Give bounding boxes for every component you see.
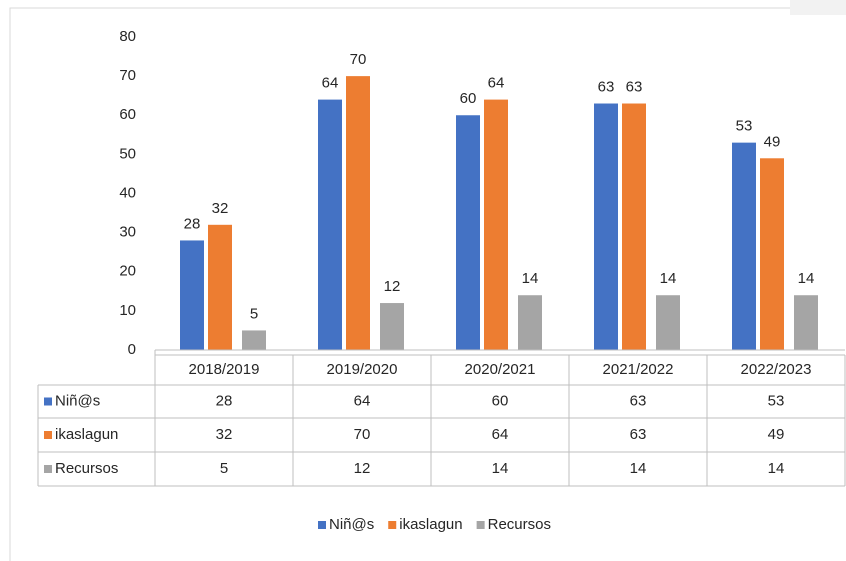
- data-label: 70: [350, 51, 367, 68]
- data-label: 60: [460, 90, 477, 107]
- data-label: 14: [522, 270, 539, 287]
- table-row-label: Recursos: [55, 460, 118, 477]
- y-tick-label: 10: [119, 302, 136, 319]
- data-label: 28: [184, 215, 201, 232]
- data-label: 63: [598, 78, 615, 95]
- chart-frame: [9, 7, 846, 561]
- bar: [794, 295, 818, 350]
- bar: [380, 303, 404, 350]
- legend-key: [388, 521, 397, 529]
- y-tick-label: 20: [119, 263, 136, 280]
- bar: [732, 142, 756, 350]
- table-cell: 70: [354, 426, 371, 443]
- table-legend-key: [44, 431, 52, 439]
- bar: [208, 224, 232, 350]
- data-label: 64: [322, 75, 339, 92]
- x-tick-label: 2021/2022: [603, 361, 674, 378]
- bar: [594, 103, 618, 350]
- data-label: 63: [626, 78, 643, 95]
- data-label: 53: [736, 118, 753, 135]
- bar: [346, 76, 370, 350]
- y-tick-label: 50: [119, 145, 136, 162]
- table-cell: 5: [220, 460, 228, 477]
- y-tick-label: 40: [119, 184, 136, 201]
- table-cell: 14: [630, 460, 647, 477]
- corner-box: [790, 0, 846, 15]
- y-tick-label: 60: [119, 106, 136, 123]
- table-cell: 64: [354, 392, 371, 409]
- bar: [656, 295, 680, 350]
- legend-key: [476, 521, 485, 529]
- table-cell: 28: [216, 392, 233, 409]
- data-label: 64: [488, 75, 505, 92]
- table-cell: 63: [630, 426, 647, 443]
- y-tick-label: 30: [119, 224, 136, 241]
- data-label: 12: [384, 278, 401, 295]
- y-tick-label: 0: [128, 341, 136, 358]
- y-tick-label: 70: [119, 67, 136, 84]
- table-cell: 14: [768, 460, 785, 477]
- data-label: 14: [798, 270, 815, 287]
- legend-label: ikaslagun: [399, 516, 462, 533]
- data-label: 14: [660, 270, 677, 287]
- x-tick-label: 2018/2019: [189, 361, 260, 378]
- bar: [622, 103, 646, 350]
- bar: [518, 295, 542, 350]
- table-row-label: Niñ@s: [55, 392, 100, 409]
- table-legend-key: [44, 465, 52, 473]
- bar: [760, 158, 784, 350]
- x-tick-label: 2019/2020: [327, 361, 398, 378]
- table-cell: 49: [768, 426, 785, 443]
- data-label: 5: [250, 305, 258, 322]
- bar: [242, 330, 266, 350]
- table-cell: 12: [354, 460, 371, 477]
- data-label: 32: [212, 200, 229, 217]
- bar: [456, 115, 480, 350]
- table-row-label: ikaslagun: [55, 426, 118, 443]
- legend-label: Recursos: [488, 516, 551, 533]
- y-tick-label: 80: [119, 28, 136, 45]
- table-cell: 60: [492, 392, 509, 409]
- table-cell: 14: [492, 460, 509, 477]
- bar: [484, 99, 508, 350]
- table-cell: 64: [492, 426, 509, 443]
- bar: [180, 240, 204, 350]
- bar: [318, 99, 342, 350]
- x-tick-label: 2020/2021: [465, 361, 536, 378]
- table-cell: 63: [630, 392, 647, 409]
- legend-key: [318, 521, 326, 529]
- x-tick-label: 2022/2023: [741, 361, 812, 378]
- table-cell: 53: [768, 392, 785, 409]
- legend-label: Niñ@s: [329, 516, 374, 533]
- table-legend-key: [44, 397, 52, 406]
- data-label: 49: [764, 133, 781, 150]
- table-cell: 32: [216, 426, 233, 443]
